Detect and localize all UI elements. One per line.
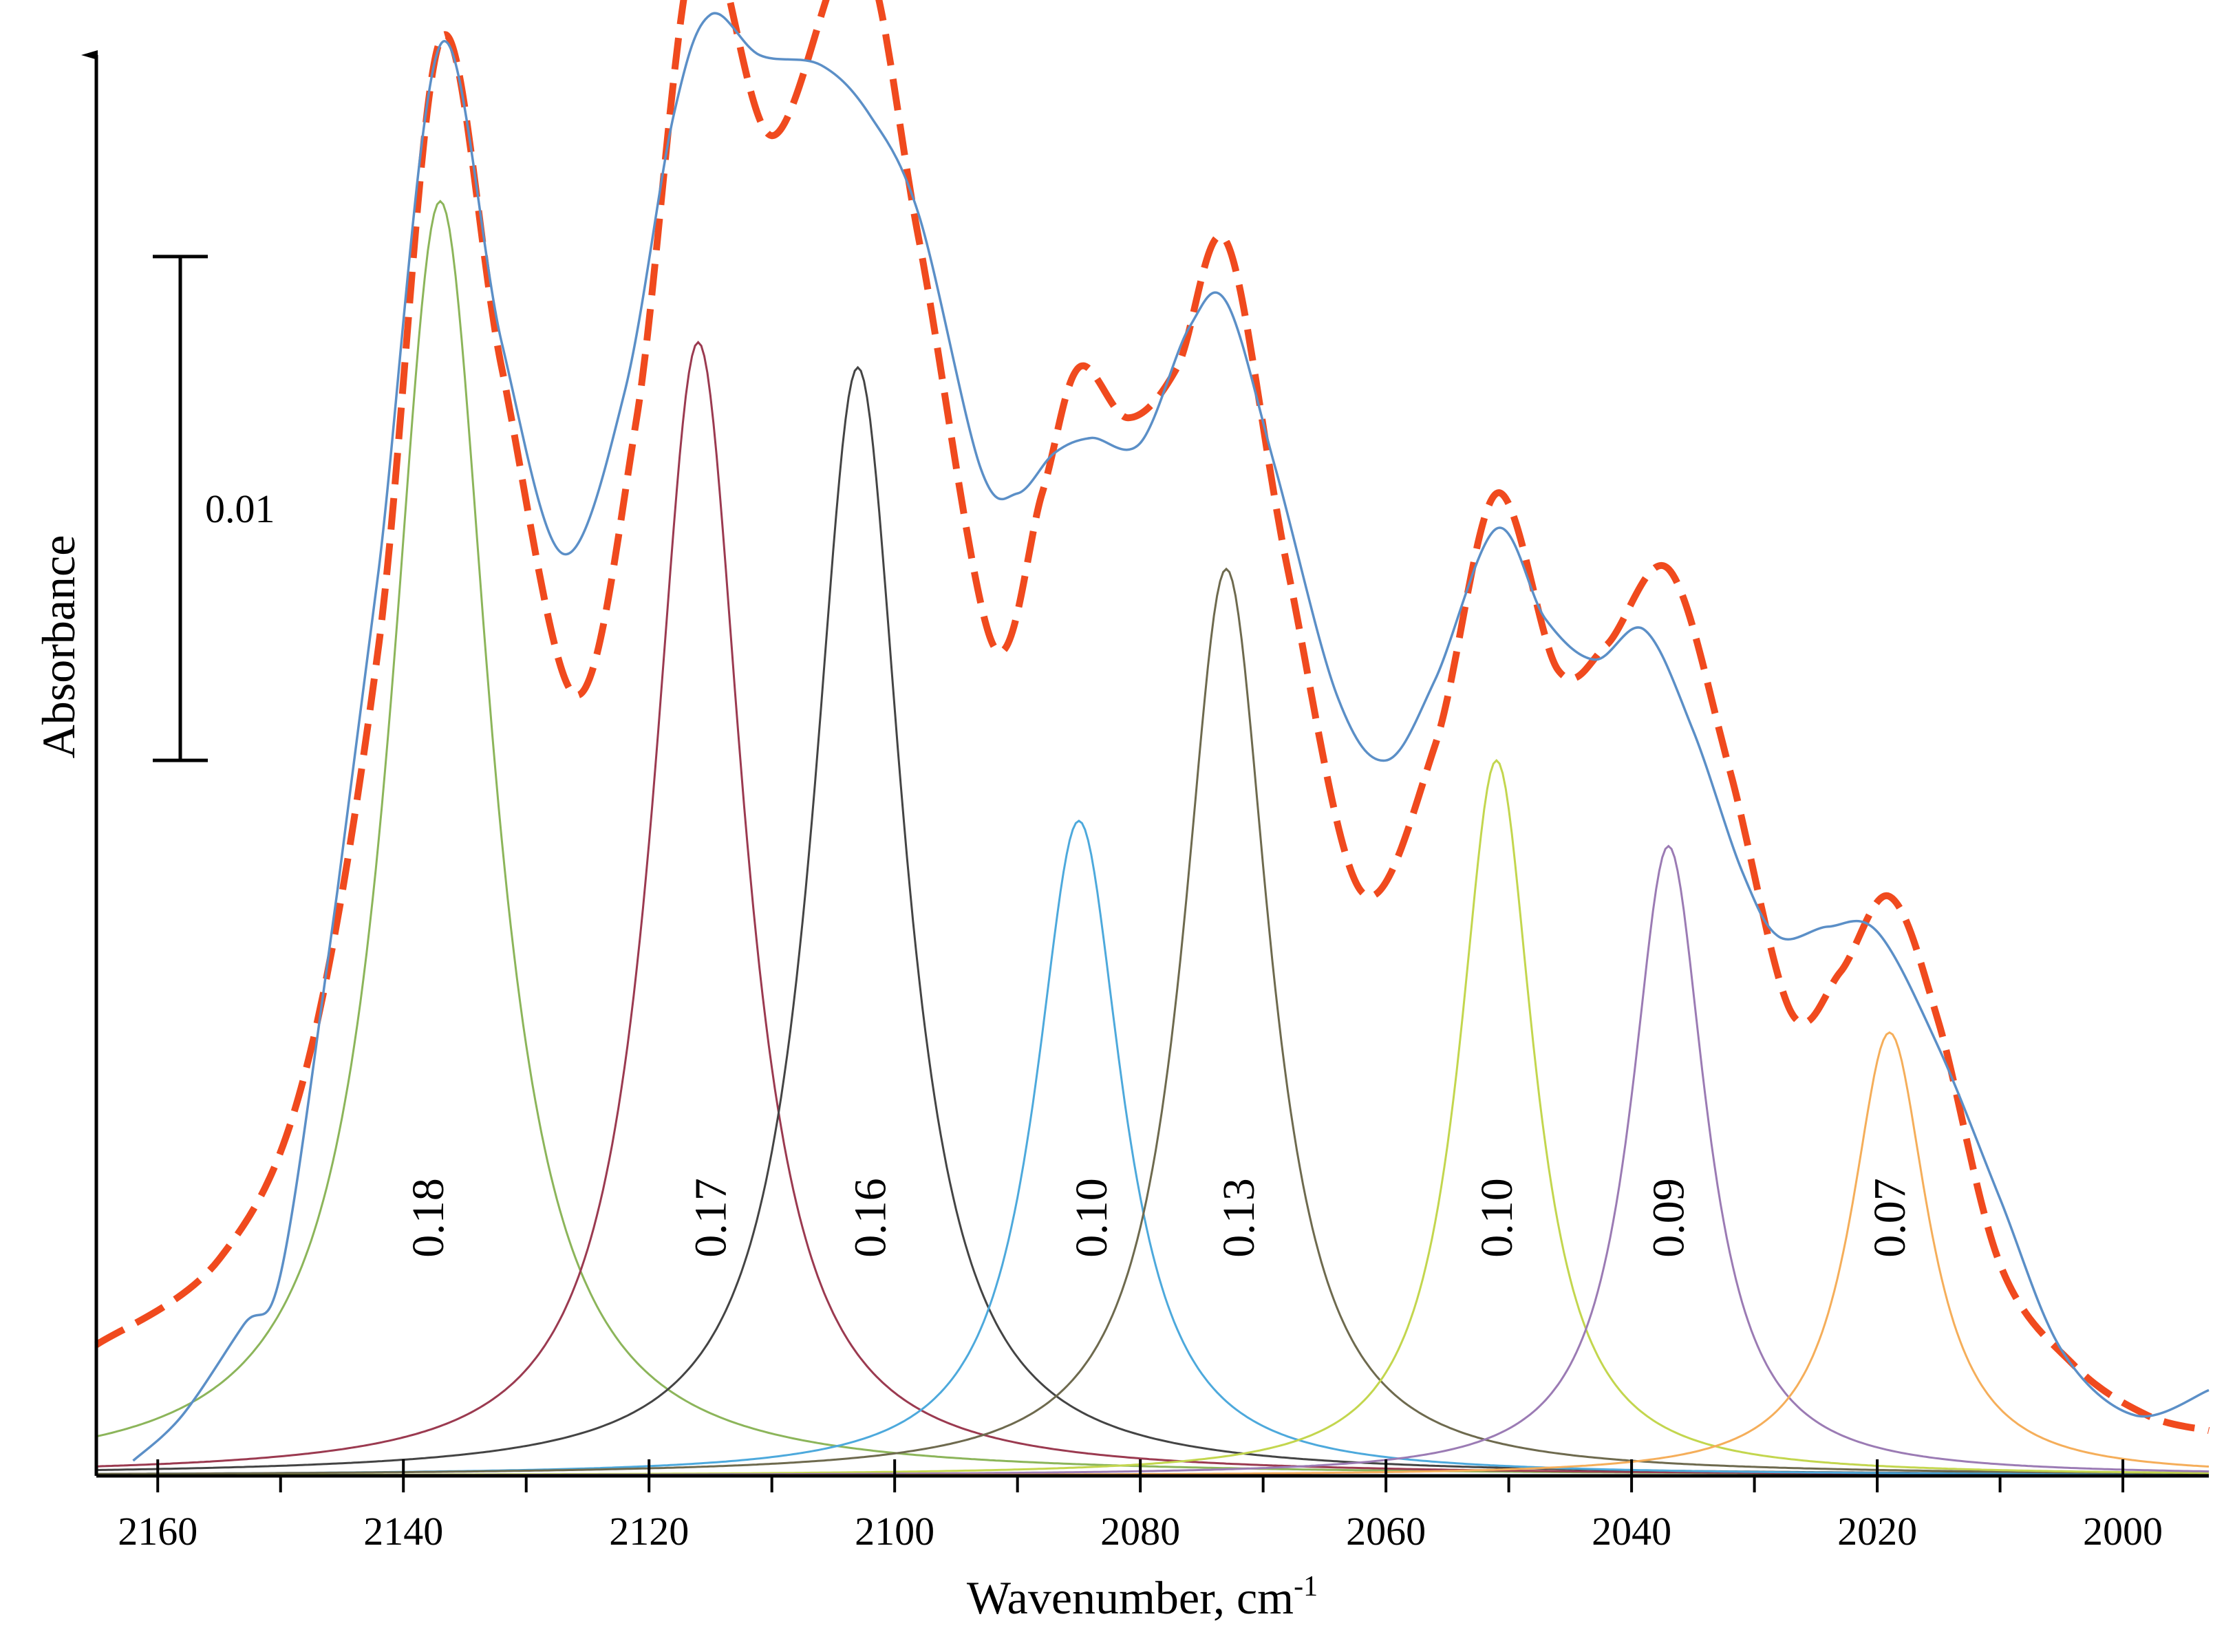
- scale-bar: 0.01: [153, 255, 275, 762]
- x-tick-label: 2080: [1100, 1509, 1180, 1554]
- x-axis-title: Wavenumber, cm-1: [967, 1571, 1318, 1624]
- x-tick-label: 2100: [855, 1509, 934, 1554]
- component-curve-5: [96, 567, 2209, 1475]
- component-curve-6: [96, 759, 2210, 1477]
- measured-spectrum-curve: [132, 12, 2210, 1462]
- scale-bar-label: 0.01: [205, 486, 275, 531]
- y-axis-title: Absorbance: [32, 535, 85, 759]
- component-curve-2: [96, 341, 2209, 1476]
- peak-area-label-5: 0.13: [1214, 1178, 1264, 1258]
- component-curve-1: [96, 200, 2209, 1476]
- x-tick-label: 2140: [363, 1509, 443, 1554]
- component-curve-4: [96, 819, 2209, 1476]
- x-axis-title-main: Wavenumber, cm: [967, 1571, 1294, 1624]
- axes: [81, 50, 2209, 1478]
- spectrum-series: [94, 0, 2210, 1462]
- component-curves: [96, 200, 2210, 1477]
- x-tick-label: 2060: [1346, 1509, 1426, 1554]
- peak-area-label-2: 0.17: [685, 1178, 736, 1258]
- component-curve-3: [96, 365, 2209, 1475]
- peak-area-label-8: 0.07: [1865, 1178, 1915, 1258]
- peak-labels: 0.18 0.17 0.16 0.10 0.13 0.10 0.09 0.07: [403, 1178, 1915, 1258]
- fitted-envelope-dashed-curve: [94, 0, 2210, 1434]
- peak-area-label-1: 0.18: [403, 1178, 453, 1258]
- x-tick-label: 2160: [118, 1509, 197, 1554]
- x-tick-label: 2000: [2083, 1509, 2163, 1554]
- x-tick-label: 2120: [609, 1509, 689, 1554]
- peak-area-label-3: 0.16: [846, 1178, 896, 1258]
- peak-area-label-4: 0.10: [1067, 1178, 1117, 1258]
- peak-area-label-7: 0.09: [1644, 1178, 1694, 1258]
- component-curve-7: [96, 844, 2210, 1477]
- x-ticks: 2160 2140 2120 2100 2080 2060 2040 2020 2000: [118, 1459, 2163, 1554]
- x-axis-title-superscript: -1: [1294, 1571, 1318, 1602]
- x-tick-label: 2020: [1837, 1509, 1917, 1554]
- x-tick-label: 2040: [1592, 1509, 1671, 1554]
- peak-area-label-6: 0.10: [1472, 1178, 1522, 1258]
